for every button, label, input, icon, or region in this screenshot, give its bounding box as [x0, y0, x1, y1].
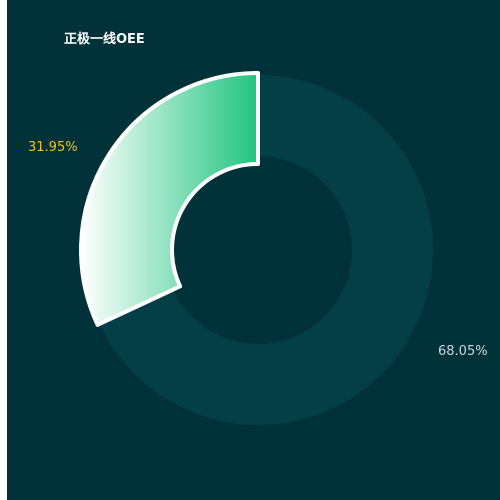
slice-remaining	[99, 75, 434, 425]
slice-highlight	[79, 71, 260, 327]
slice-label-highlight: 31.95%	[28, 140, 78, 155]
slice-label-remaining: 68.05%	[438, 344, 488, 359]
chart-title: 正极一线OEE	[64, 32, 145, 47]
